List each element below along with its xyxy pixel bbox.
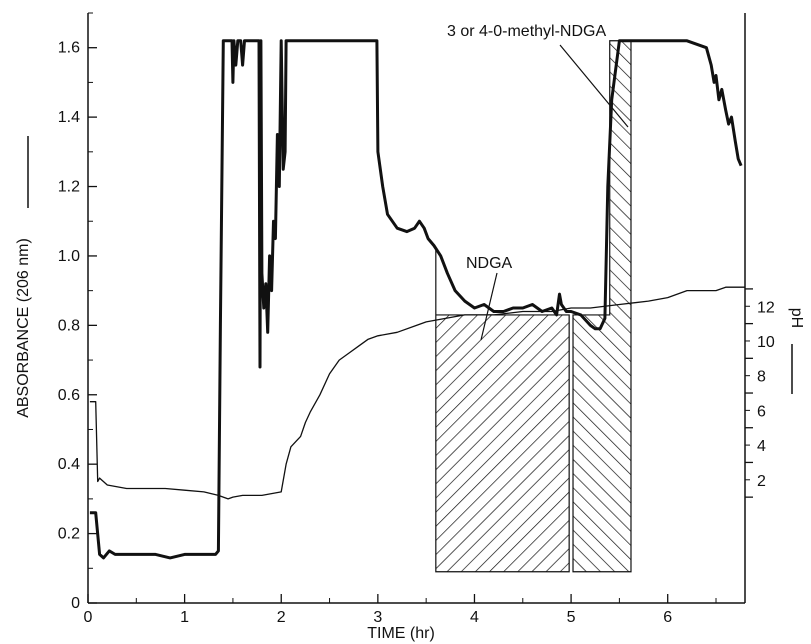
y2-tick-label: 4 <box>757 438 766 455</box>
x-tick-label: 0 <box>84 609 93 626</box>
y-tick-label: 0.8 <box>58 317 80 334</box>
y2-tick-label: 8 <box>757 369 766 386</box>
ph-line <box>89 286 745 500</box>
y-tick-label: 1.4 <box>58 109 80 126</box>
y-tick-label: 1.0 <box>58 248 80 265</box>
x-tick-label: 2 <box>277 609 286 626</box>
y2-axis-title: pH <box>788 308 805 328</box>
x-tick-label: 3 <box>373 609 382 626</box>
y-tick-label: 0.2 <box>58 526 80 543</box>
series-lines <box>89 39 745 560</box>
y-tick-label: 0 <box>71 595 80 612</box>
x-tick-label: 1 <box>180 609 189 626</box>
annotation-methyl-leader <box>559 44 629 128</box>
x-tick-label: 5 <box>567 609 576 626</box>
y-tick-label: 1.6 <box>58 40 80 57</box>
annotation-ndga-leader <box>480 272 498 341</box>
shaded-regions <box>435 40 632 573</box>
y2-tick-label: 6 <box>757 403 766 420</box>
x-tick-label: 6 <box>663 609 672 626</box>
annotation-methyl-ndga: 3 or 4-0-methyl-NDGA <box>447 23 606 40</box>
y-tick-label: 0.4 <box>58 456 80 473</box>
y2-tick-label: 12 <box>757 299 775 316</box>
y-tick-label: 0.6 <box>58 387 80 404</box>
y-tick-label: 1.2 <box>58 179 80 196</box>
annotation-ndga: NDGA <box>466 255 513 272</box>
y2-tick-label: 10 <box>757 334 775 351</box>
shaded-region-methyl-ndga <box>572 40 632 573</box>
y2-tick-label: 2 <box>757 473 766 490</box>
shaded-region-ndga <box>435 249 570 573</box>
x-tick-label: 4 <box>470 609 479 626</box>
x-axis-title: TIME (hr) <box>367 625 435 642</box>
y-axis-title: ABSORBANCE (206 nm) <box>15 238 32 418</box>
absorbance-line <box>89 39 743 560</box>
